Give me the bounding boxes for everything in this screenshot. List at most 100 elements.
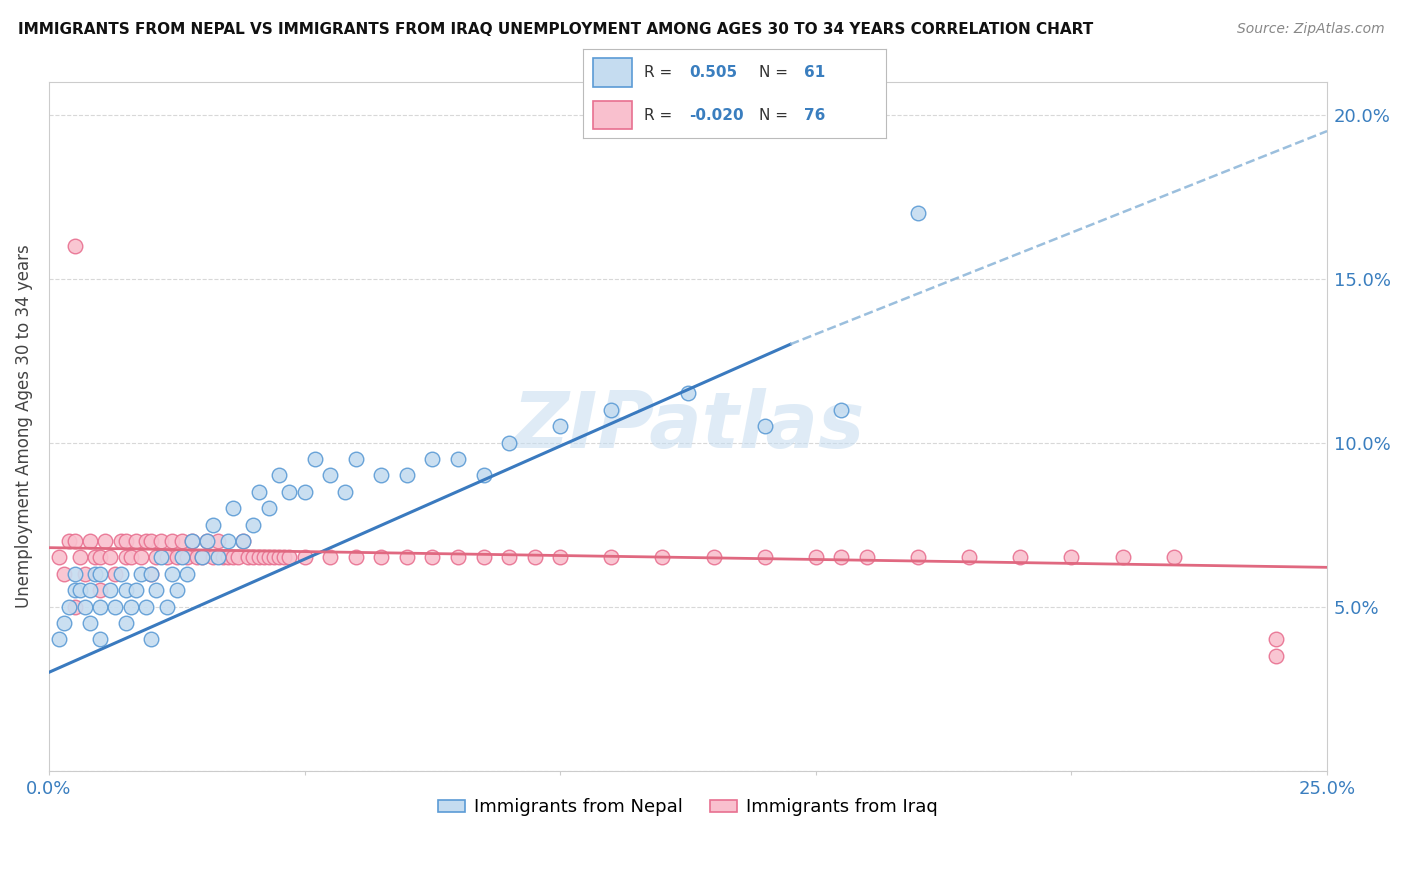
Point	[141, 566, 163, 581]
Point	[498, 550, 520, 565]
Point	[89, 583, 111, 598]
Point	[48, 632, 70, 647]
Legend: Immigrants from Nepal, Immigrants from Iraq: Immigrants from Nepal, Immigrants from I…	[430, 791, 945, 823]
Text: R =: R =	[644, 108, 678, 122]
Text: N =: N =	[759, 65, 793, 79]
Point	[48, 550, 70, 565]
Text: IMMIGRANTS FROM NEPAL VS IMMIGRANTS FROM IRAQ UNEMPLOYMENT AMONG AGES 30 TO 34 Y: IMMIGRANTS FROM NEPAL VS IMMIGRANTS FROM…	[18, 22, 1094, 37]
Point	[63, 566, 86, 581]
Point	[79, 534, 101, 549]
Point	[267, 550, 290, 565]
Text: R =: R =	[644, 65, 678, 79]
Point	[114, 616, 136, 631]
Point	[160, 566, 183, 581]
Point	[201, 550, 224, 565]
Point	[804, 550, 827, 565]
Point	[447, 452, 470, 467]
Point	[135, 534, 157, 549]
FancyBboxPatch shape	[592, 58, 631, 87]
Point	[110, 566, 132, 581]
Point	[395, 468, 418, 483]
Point	[89, 632, 111, 647]
Point	[58, 599, 80, 614]
Point	[114, 550, 136, 565]
Y-axis label: Unemployment Among Ages 30 to 34 years: Unemployment Among Ages 30 to 34 years	[15, 244, 32, 608]
Point	[63, 239, 86, 253]
Point	[58, 534, 80, 549]
Point	[84, 566, 107, 581]
Point	[294, 484, 316, 499]
Point	[907, 206, 929, 220]
Point	[422, 550, 444, 565]
Point	[294, 550, 316, 565]
Point	[253, 550, 276, 565]
Point	[754, 550, 776, 565]
Point	[238, 550, 260, 565]
Point	[197, 534, 219, 549]
Point	[69, 583, 91, 598]
Point	[145, 550, 167, 565]
Point	[145, 583, 167, 598]
Point	[600, 403, 623, 417]
Point	[222, 501, 245, 516]
Point	[160, 534, 183, 549]
Text: 0.505: 0.505	[689, 65, 737, 79]
Point	[754, 419, 776, 434]
Point	[166, 550, 188, 565]
Point	[830, 550, 852, 565]
Point	[257, 550, 280, 565]
Point	[1060, 550, 1083, 565]
Point	[114, 534, 136, 549]
Point	[120, 599, 142, 614]
Point	[217, 550, 239, 565]
Text: ZIPatlas: ZIPatlas	[512, 388, 865, 465]
Point	[498, 435, 520, 450]
Point	[1163, 550, 1185, 565]
Point	[447, 550, 470, 565]
Point	[170, 550, 193, 565]
Point	[104, 566, 127, 581]
Point	[79, 616, 101, 631]
Point	[110, 534, 132, 549]
Point	[191, 550, 214, 565]
Point	[523, 550, 546, 565]
Point	[141, 534, 163, 549]
Point	[98, 583, 121, 598]
Point	[129, 550, 152, 565]
Point	[98, 550, 121, 565]
Point	[422, 452, 444, 467]
Point	[53, 616, 76, 631]
Point	[155, 599, 177, 614]
Point	[79, 583, 101, 598]
Point	[89, 599, 111, 614]
Text: 76: 76	[804, 108, 825, 122]
Point	[141, 632, 163, 647]
Point	[135, 599, 157, 614]
Point	[703, 550, 725, 565]
Point	[548, 550, 571, 565]
Point	[104, 599, 127, 614]
Point	[319, 468, 342, 483]
FancyBboxPatch shape	[592, 101, 631, 129]
Point	[226, 550, 249, 565]
Point	[207, 534, 229, 549]
Point	[217, 534, 239, 549]
Point	[176, 566, 198, 581]
Point	[242, 550, 264, 565]
Point	[155, 550, 177, 565]
Point	[319, 550, 342, 565]
Text: 61: 61	[804, 65, 825, 79]
Point	[472, 468, 495, 483]
Point	[278, 484, 301, 499]
Point	[63, 599, 86, 614]
Point	[120, 550, 142, 565]
Point	[304, 452, 326, 467]
Point	[242, 517, 264, 532]
Text: -0.020: -0.020	[689, 108, 744, 122]
Point	[63, 534, 86, 549]
Point	[263, 550, 285, 565]
Point	[472, 550, 495, 565]
Point	[89, 566, 111, 581]
Point	[830, 403, 852, 417]
Point	[89, 550, 111, 565]
